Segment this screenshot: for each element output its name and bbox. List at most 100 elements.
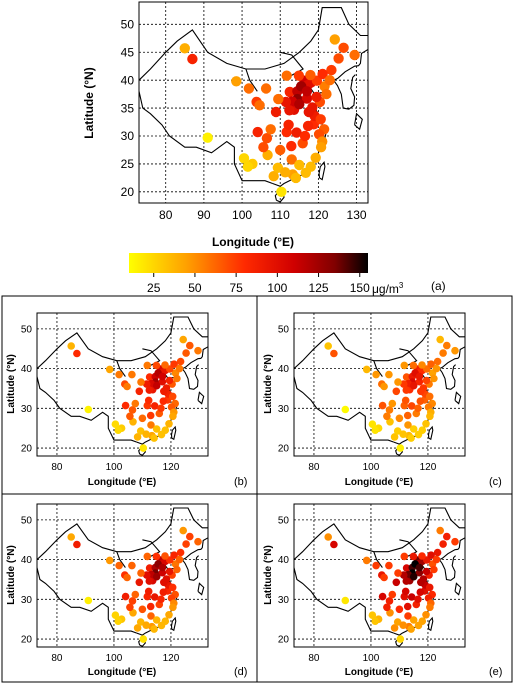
panel-e-boundary-line [373, 551, 383, 568]
panel-d-boundary-line [182, 536, 208, 561]
panel-b-station-point [182, 349, 190, 357]
panel-c-station-point [439, 349, 447, 357]
panel-b-y-tick-label: 40 [21, 364, 33, 375]
panel-a-plot-area [139, 2, 368, 203]
panel-d-station-point [131, 590, 140, 599]
panel-a-station-point [303, 106, 314, 118]
panel-e-station-point [390, 624, 399, 632]
panel-a-y-tick-label: 50 [121, 18, 135, 32]
panel-e-station-point [439, 540, 447, 548]
panel-c-station-point [372, 370, 380, 379]
panel-a-x-tick-label: 90 [197, 208, 211, 222]
panel-d-station-point [186, 532, 194, 541]
panel-a-y-axis-title: Latitude (°N) [82, 67, 96, 138]
panel-c-station-point [409, 361, 418, 370]
panel-c-station-point [383, 412, 391, 421]
panel-b-station-point [73, 349, 81, 358]
panel-c-boundary-line [373, 360, 383, 377]
panel-c-y-tick-label: 30 [278, 404, 290, 415]
panel-a-boundary-line [139, 91, 273, 185]
panel-e-station-point [403, 602, 412, 611]
panel-e-station-point [418, 552, 426, 560]
panel-c: 80 100 120 20 30 40 50 Longitude (°E) Latitude… [263, 312, 502, 488]
panel-d-station-point [114, 617, 122, 625]
panel-a-station-point [338, 42, 349, 53]
panel-e-boundary-line [294, 567, 394, 634]
panel-e-boundary-line [439, 536, 465, 561]
panel-c-station-point [401, 396, 410, 405]
panel-c-station-point [417, 387, 425, 396]
panel-a-station-point [265, 124, 276, 135]
panel-b-station-point [160, 387, 168, 396]
panel-e-station-point [385, 561, 393, 570]
panel-c-y-tick-label: 40 [278, 364, 290, 375]
panel-d-station-point [145, 564, 154, 572]
panel-d-station-point [145, 577, 154, 585]
panel-b-station-point [157, 430, 166, 439]
panel-d-station-point [137, 569, 145, 577]
panel-c-station-point [394, 378, 402, 386]
panel-c-station-point [380, 382, 388, 391]
panel-b-station-point [67, 342, 75, 350]
panel-a-station-point [286, 140, 297, 152]
panel-d: 80 100 120 20 30 40 50 Longitude (°E) Latitude… [6, 503, 247, 678]
colorbar: 25 50 75 100 125 150 μg/m3 (a) [129, 253, 446, 296]
panel-a-y-tick-label: 20 [121, 185, 135, 199]
panel-c-station-point [385, 406, 394, 414]
panel-b-station-point [142, 430, 150, 439]
panel-d-station-point [133, 624, 142, 632]
panel-e-station-point [422, 567, 431, 576]
panel-e-station-point [407, 593, 416, 601]
panel-c-x-axis-title: Longitude (°E) [345, 477, 413, 488]
panel-d-station-point [111, 611, 120, 619]
panel-b-y-tick-label: 20 [21, 444, 33, 455]
panel-d-station-point [175, 555, 184, 564]
colorbar-tick-label: 125 [309, 281, 329, 295]
panel-a-y-tick-label: 30 [121, 129, 135, 143]
colorbar-tick-label: 150 [350, 281, 370, 295]
panel-a-station-point [254, 100, 265, 111]
panel-b-station-point [168, 392, 177, 401]
panel-e-label: (e) [489, 666, 502, 678]
panel-d-y-tick-label: 40 [21, 555, 33, 566]
panel-c-boundary-line [454, 391, 462, 405]
panel-e-station-point [409, 552, 418, 561]
panel-b-x-tick-label: 80 [51, 462, 63, 473]
panel-a-station-point [243, 83, 255, 94]
panel-a-station-point [268, 171, 279, 182]
panel-c-y-axis-title: Latitude (°N) [263, 354, 274, 414]
panel-a-boundary-line [318, 160, 326, 181]
panel-a-y-tick-label: 25 [121, 157, 135, 171]
panel-a-station-point [305, 69, 316, 81]
panel-d-station-point [142, 621, 150, 629]
panel-b-station-point [137, 378, 145, 386]
panel-d-station-point [135, 578, 144, 587]
panel-e-station-point [392, 578, 401, 587]
panel-c-station-point [407, 402, 416, 410]
panel-e-boundary-line [454, 582, 462, 596]
panel-c-map: 80 100 120 20 30 40 50 [278, 313, 465, 473]
panel-b-x-tick-label: 120 [163, 462, 180, 473]
panel-b-station-point [128, 406, 137, 414]
colorbar-tick-label: 100 [267, 281, 287, 295]
panel-d-y-tick-label: 30 [21, 595, 33, 606]
panel-d-station-point [121, 592, 130, 601]
panel-e-x-tick-label: 120 [420, 653, 437, 664]
panel-c-y-tick-label: 50 [278, 324, 290, 335]
panel-e-station-point [378, 592, 387, 601]
panel-b-x-tick-label: 100 [106, 462, 123, 473]
panel-d-station-point [165, 567, 174, 576]
panel-e-station-point [451, 537, 459, 546]
panel-b-station-point [173, 374, 181, 383]
panel-d-station-point [73, 540, 81, 549]
panel-b-station-point [144, 396, 153, 405]
panel-e-box [256, 493, 513, 683]
panel-d-y-axis-title: Latitude (°N) [6, 545, 17, 605]
panel-c-y-tick-label: 20 [278, 444, 290, 455]
panel-b-boundary-line [37, 376, 137, 443]
panel-c-station-point [414, 404, 422, 413]
panel-c-station-point [404, 421, 412, 429]
panel-e-station-point [443, 532, 451, 541]
panel-d-station-point [136, 618, 145, 626]
panel-d-x-tick-label: 80 [51, 653, 63, 664]
